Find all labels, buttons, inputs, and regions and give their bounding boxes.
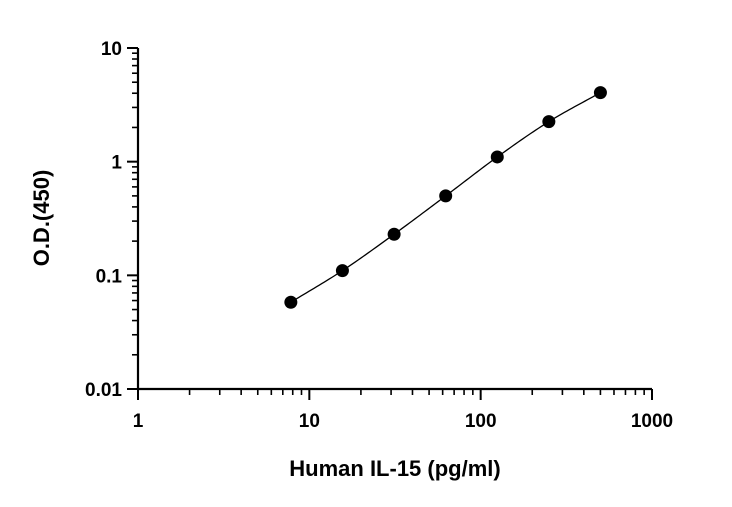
y-axis-title: O.D.(450) <box>29 170 54 267</box>
y-tick-label: 0.01 <box>85 380 122 401</box>
data-points <box>284 86 607 309</box>
y-tick-label: 10 <box>101 39 122 60</box>
y-axis-ticks: 0.01 0.1 1 10 <box>85 39 138 401</box>
y-tick-label: 0.1 <box>96 266 123 287</box>
data-point <box>335 264 349 278</box>
x-tick-label: 1000 <box>631 411 673 432</box>
data-point <box>490 150 504 164</box>
axes <box>136 48 652 391</box>
data-point <box>542 115 556 129</box>
data-point <box>387 227 401 241</box>
data-point <box>439 189 453 203</box>
x-axis-title: Human IL-15 (pg/ml) <box>289 456 500 481</box>
x-axis-ticks: 1 10 100 1000 <box>133 389 673 432</box>
x-tick-label: 1 <box>133 411 144 432</box>
data-point <box>284 295 298 309</box>
data-point <box>593 86 607 100</box>
x-tick-label: 10 <box>299 411 320 432</box>
x-tick-label: 100 <box>465 411 497 432</box>
y-tick-label: 1 <box>111 153 122 174</box>
